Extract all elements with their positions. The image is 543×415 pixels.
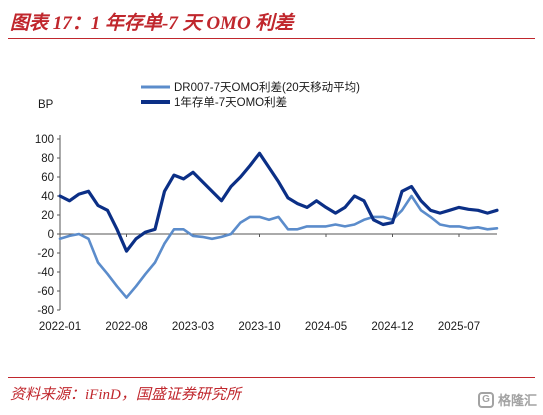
x-tick-label: 2023-10 bbox=[238, 321, 280, 333]
watermark: G 格隆汇 bbox=[477, 390, 537, 409]
legend-label-1: DR007-7天OMO利差(20天移动平均) bbox=[174, 80, 360, 94]
series-line-2 bbox=[58, 151, 499, 253]
watermark-text: 格隆汇 bbox=[497, 393, 537, 408]
x-tick-label: 2023-03 bbox=[172, 321, 214, 333]
y-tick-label: 80 bbox=[41, 153, 54, 165]
x-tick-label: 2022-08 bbox=[105, 321, 147, 333]
source-note: 资料来源：iFinD，国盛证券研究所 bbox=[10, 387, 241, 403]
y-tick-label: 100 bbox=[35, 134, 54, 146]
x-tick-label: 2025-07 bbox=[438, 321, 480, 333]
x-tick-label: 2024-05 bbox=[305, 321, 347, 333]
y-tick-label: -80 bbox=[37, 305, 54, 317]
legend: DR007-7天OMO利差(20天移动平均)1年存单-7天OMO利差 bbox=[141, 80, 360, 109]
y-tick-label: -40 bbox=[37, 267, 54, 279]
series-layer bbox=[58, 151, 499, 299]
y-tick-label: -60 bbox=[37, 286, 54, 298]
legend-label-2: 1年存单-7天OMO利差 bbox=[174, 95, 287, 109]
y-tick-label: 60 bbox=[41, 172, 54, 184]
chart-title: 图表 17：1 年存单-7 天 OMO 利差 bbox=[10, 13, 294, 34]
title-divider bbox=[8, 38, 535, 39]
source-divider bbox=[8, 377, 535, 378]
series-line-1 bbox=[58, 194, 499, 299]
y-tick-label: 20 bbox=[41, 210, 54, 222]
y-tick-label: 40 bbox=[41, 191, 54, 203]
y-axis: BP -80 -60 -40 -20 0 20 40 60 80 100 bbox=[35, 99, 61, 317]
x-tick-label: 2024-12 bbox=[371, 321, 413, 333]
watermark-logo-icon: G bbox=[477, 391, 494, 408]
y-tick-label: -20 bbox=[37, 248, 54, 260]
y-axis-label: BP bbox=[38, 99, 54, 111]
x-tick-label: 2022-01 bbox=[39, 321, 81, 333]
y-tick-label: 0 bbox=[48, 229, 54, 241]
x-axis: 2022-01 2022-08 2023-03 2023-10 2024-05 2024-… bbox=[39, 233, 497, 333]
